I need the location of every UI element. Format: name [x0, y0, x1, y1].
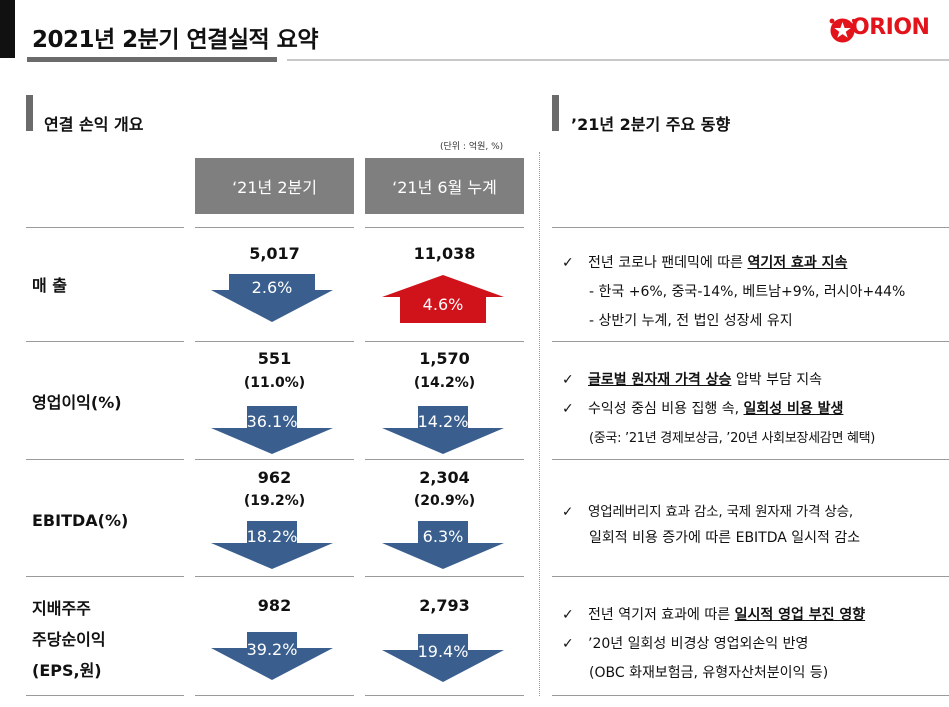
row-divider: [365, 576, 524, 577]
block-divider: [552, 459, 949, 460]
sub-line: (중국: ’21년 경제보상금, ’20년 사회보장세감면 혜택): [589, 431, 876, 446]
logo-wordmark: ORION: [851, 15, 930, 40]
row-divider: [195, 227, 354, 228]
down-arrow-icon: [382, 406, 504, 454]
check-icon: ✓: [562, 607, 574, 623]
row-divider: [26, 576, 184, 577]
revenue-ytd-change: 4.6%: [382, 275, 504, 323]
ebitda-ytd-margin: (20.9%): [413, 493, 476, 509]
op-q2-change: 36.1%: [211, 406, 333, 454]
row-divider: [195, 695, 354, 696]
ebitda-ytd-value: 2,304: [419, 468, 470, 487]
check-icon: ✓: [562, 504, 574, 520]
revenue-q2-change: 2.6%: [211, 274, 333, 322]
row-label-revenue: 매 출: [32, 276, 68, 295]
row-divider: [195, 341, 354, 342]
section-divider: [539, 152, 540, 696]
row-divider: [195, 459, 354, 460]
bullet-line: ✓ 전년 역기저 효과에 따른 일시적 영업 부진 영향: [562, 607, 866, 623]
row-label-eps: 지배주주 주당순이익 (EPS,원): [32, 599, 106, 680]
op-q2-value: 551: [257, 349, 292, 368]
title-underline: [27, 57, 277, 62]
op-ytd-margin: (14.2%): [413, 375, 476, 391]
sub-line: (OBC 화재보험금, 유형자산처분이익 등): [589, 665, 829, 681]
down-arrow-icon: [211, 406, 333, 454]
eps-q2-value: 982: [257, 596, 292, 615]
down-arrow-icon: [211, 274, 333, 322]
bullet-line: ✓ 수익성 중심 비용 집행 속, 일회성 비용 발생: [562, 401, 844, 417]
row-divider: [26, 459, 184, 460]
row-divider: [195, 576, 354, 577]
row-divider: [365, 459, 524, 460]
bullet-line: ✓ ’20년 일회성 비경상 영업외손익 반영: [562, 636, 809, 652]
left-section-title: 연결 손익 개요: [44, 115, 144, 134]
header-divider: [287, 59, 949, 61]
check-icon: ✓: [562, 255, 574, 271]
column-header-q2: ‘21년 2분기: [195, 158, 354, 214]
down-arrow-icon: [211, 632, 333, 680]
column-header-ytd: ‘21년 6월 누계: [365, 158, 524, 214]
section-marker: [552, 95, 559, 131]
section-marker: [26, 95, 33, 131]
row-divider: [26, 341, 184, 342]
down-arrow-icon: [382, 521, 504, 569]
revenue-q2-value: 5,017: [249, 244, 300, 263]
check-icon: ✓: [562, 636, 574, 652]
row-label-operating-profit: 영업이익(%): [32, 393, 122, 412]
eps-ytd-value: 2,793: [419, 596, 470, 615]
right-section-title: ’21년 2분기 주요 동향: [571, 115, 731, 134]
block-divider: [552, 227, 949, 228]
sub-line: - 상반기 누계, 전 법인 성장세 유지: [589, 313, 793, 329]
ebitda-q2-margin: (19.2%): [243, 493, 306, 509]
op-q2-margin: (11.0%): [243, 375, 306, 391]
down-arrow-icon: [382, 634, 504, 682]
block-divider: [552, 695, 949, 696]
header-accent-bar: [0, 0, 15, 58]
page-title: 2021년 2분기 연결실적 요약: [32, 27, 318, 53]
row-divider: [26, 227, 184, 228]
eps-q2-change: 39.2%: [211, 632, 333, 680]
logo-star-icon: [829, 18, 856, 43]
bullet-line: ✓ 전년 코로나 팬데믹에 따른 역기저 효과 지속: [562, 255, 848, 271]
row-label-ebitda: EBITDA(%): [32, 511, 129, 530]
check-icon: ✓: [562, 401, 574, 417]
unit-note: (단위 : 억원, %): [440, 142, 504, 152]
row-divider: [365, 341, 524, 342]
op-ytd-change: 14.2%: [382, 406, 504, 454]
ebitda-q2-change: 18.2%: [211, 521, 333, 569]
sub-line: - 한국 +6%, 중국-14%, 베트남+9%, 러시아+44%: [589, 284, 906, 300]
ebitda-q2-value: 962: [257, 468, 292, 487]
block-divider: [552, 576, 949, 577]
bullet-line: ✓ 글로벌 원자재 가격 상승 압박 부담 지속: [562, 372, 823, 388]
row-divider: [365, 695, 524, 696]
row-divider: [26, 695, 184, 696]
down-arrow-icon: [211, 521, 333, 569]
bullet-line: ✓ 영업레버리지 효과 감소, 국제 원자재 가격 상승,: [562, 504, 853, 520]
row-divider: [365, 227, 524, 228]
sub-line: 일회적 비용 증가에 따른 EBITDA 일시적 감소: [589, 530, 861, 546]
op-ytd-value: 1,570: [419, 349, 470, 368]
up-arrow-icon: [382, 275, 504, 323]
block-divider: [552, 341, 949, 342]
eps-ytd-change: 19.4%: [382, 634, 504, 682]
ebitda-ytd-change: 6.3%: [382, 521, 504, 569]
orion-logo: ORION: [829, 15, 944, 47]
revenue-ytd-value: 11,038: [413, 244, 476, 263]
check-icon: ✓: [562, 372, 574, 388]
